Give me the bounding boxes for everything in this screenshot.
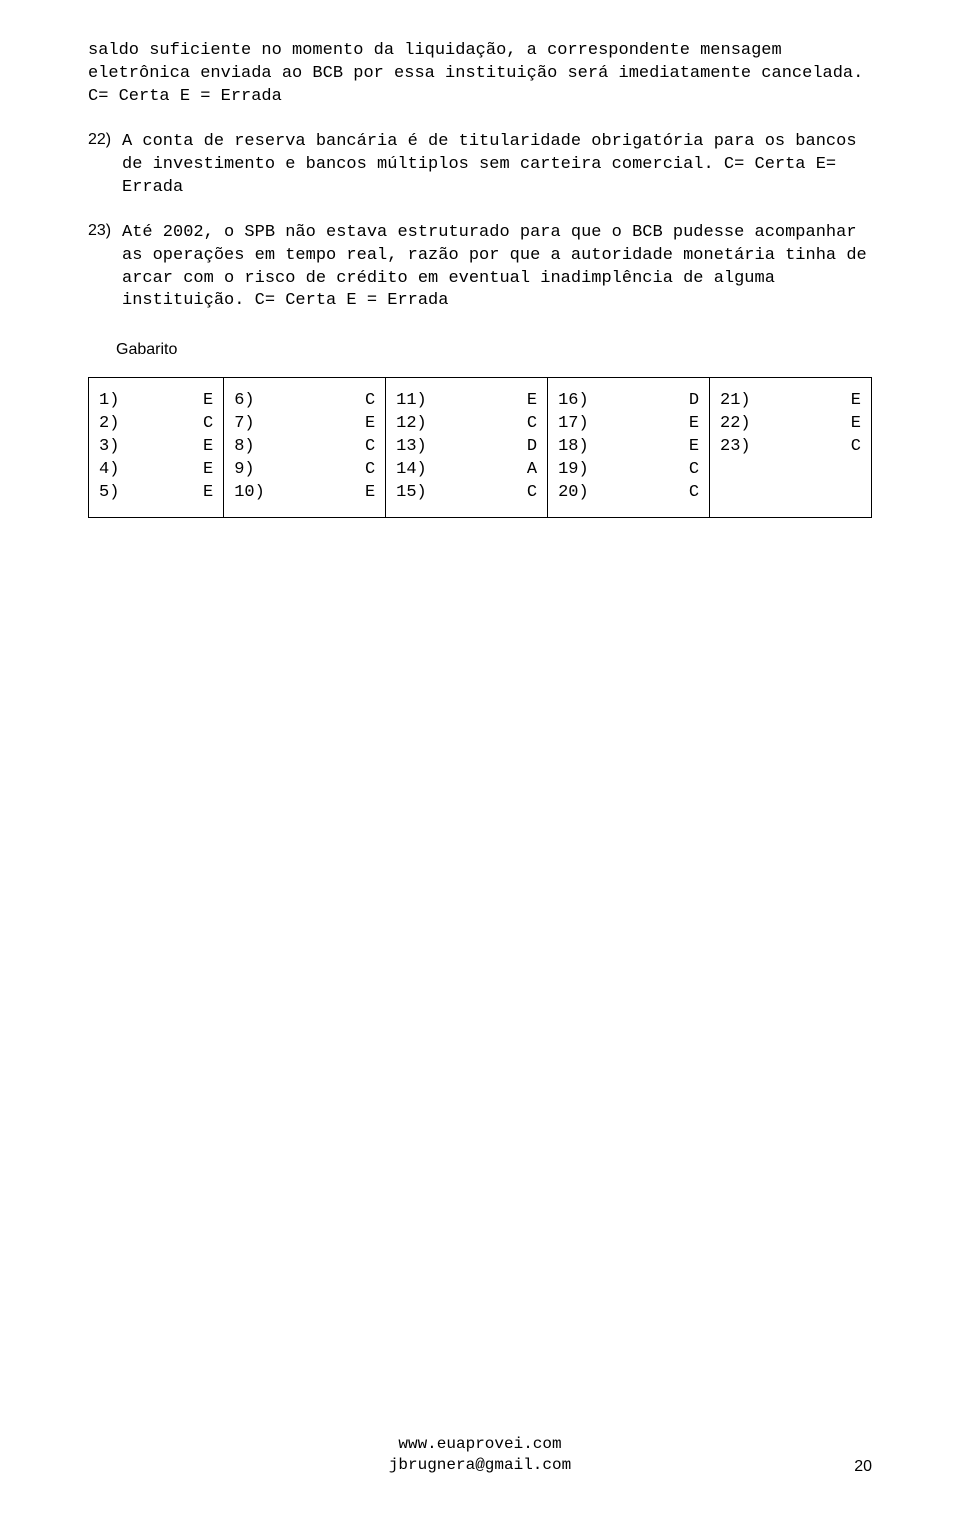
- answer-label: 22): [720, 413, 751, 436]
- answer-value: E: [527, 390, 537, 413]
- answer-value: E: [851, 413, 861, 436]
- answer-label: 15): [396, 482, 427, 505]
- answer-label: 10): [234, 482, 265, 505]
- answer-label: 23): [720, 436, 751, 459]
- answer-label: 20): [558, 482, 589, 505]
- answer-label: 18): [558, 436, 589, 459]
- answer-label: 5): [99, 482, 119, 505]
- answer-value: E: [203, 459, 213, 482]
- item-text: Até 2002, o SPB não estava estruturado p…: [122, 222, 872, 314]
- answer-label: 8): [234, 436, 254, 459]
- page-number: 20: [854, 1458, 872, 1476]
- answer-value: E: [689, 436, 699, 459]
- answer-label: 21): [720, 390, 751, 413]
- gabarito-table: 1) E 2) C 3) E 4) E 5) E 6) C 7) E 8) C 9) C 10) E…: [88, 377, 872, 518]
- answer-value: C: [527, 482, 537, 505]
- answer-value: D: [527, 436, 537, 459]
- answer-label: 13): [396, 436, 427, 459]
- page-footer: www.euaprovei.com jbrugnera@gmail.com: [0, 1434, 960, 1476]
- item-number: 22): [88, 131, 122, 200]
- answer-label: 19): [558, 459, 589, 482]
- answer-label: 14): [396, 459, 427, 482]
- gabarito-cell: 16) D 17) E 18) E 19) C 20) C: [548, 378, 710, 518]
- answer-value: E: [203, 390, 213, 413]
- answer-value: C: [851, 436, 861, 459]
- footer-line-2: jbrugnera@gmail.com: [0, 1455, 960, 1476]
- item-number: 23): [88, 222, 122, 314]
- answer-value: A: [527, 459, 537, 482]
- answer-label: 6): [234, 390, 254, 413]
- answer-label: 7): [234, 413, 254, 436]
- intro-paragraph: saldo suficiente no momento da liquidaçã…: [88, 40, 872, 109]
- gabarito-cell: 1) E 2) C 3) E 4) E 5) E: [89, 378, 224, 518]
- gabarito-cell: 21) E 22) E 23) C: [710, 378, 872, 518]
- answer-value: E: [365, 482, 375, 505]
- answer-value: C: [689, 459, 699, 482]
- answer-label: 4): [99, 459, 119, 482]
- answer-label: 9): [234, 459, 254, 482]
- answer-value: E: [365, 413, 375, 436]
- question-item-23: 23) Até 2002, o SPB não estava estrutura…: [88, 222, 872, 314]
- gabarito-cell: 6) C 7) E 8) C 9) C 10) E: [224, 378, 386, 518]
- answer-label: 17): [558, 413, 589, 436]
- answer-label: 3): [99, 436, 119, 459]
- answer-value: D: [689, 390, 699, 413]
- answer-value: E: [689, 413, 699, 436]
- page: saldo suficiente no momento da liquidaçã…: [0, 0, 960, 1516]
- answer-value: E: [203, 482, 213, 505]
- question-item-22: 22) A conta de reserva bancária é de tit…: [88, 131, 872, 200]
- answer-value: C: [365, 390, 375, 413]
- answer-value: C: [365, 459, 375, 482]
- answer-label: 12): [396, 413, 427, 436]
- answer-value: E: [851, 390, 861, 413]
- gabarito-heading: Gabarito: [116, 341, 872, 359]
- answer-value: C: [527, 413, 537, 436]
- answer-value: C: [203, 413, 213, 436]
- answer-value: C: [365, 436, 375, 459]
- answer-label: 16): [558, 390, 589, 413]
- gabarito-cell: 11) E 12) C 13) D 14) A 15) C: [386, 378, 548, 518]
- answer-label: 2): [99, 413, 119, 436]
- answer-value: E: [203, 436, 213, 459]
- answer-value: C: [689, 482, 699, 505]
- footer-line-1: www.euaprovei.com: [0, 1434, 960, 1455]
- answer-label: 1): [99, 390, 119, 413]
- answer-label: 11): [396, 390, 427, 413]
- item-text: A conta de reserva bancária é de titular…: [122, 131, 872, 200]
